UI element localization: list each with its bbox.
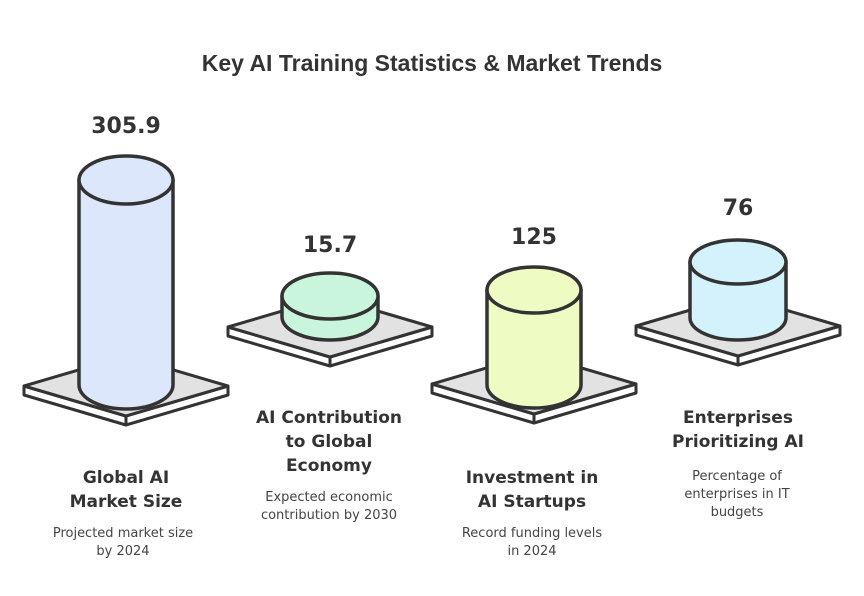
cylinder-icon [77, 178, 175, 411]
page-title: Key AI Training Statistics & Market Tren… [201, 50, 663, 76]
value-ai-contribution: 15.7 [302, 233, 358, 258]
label-line: Enterprises [683, 408, 793, 428]
label-investment-ai-startups: Investment in AI Startups [432, 466, 632, 514]
desc-line: enterprises in IT [684, 487, 790, 502]
label-line: Prioritizing AI [672, 432, 804, 452]
label-line: Economy [286, 456, 372, 476]
label-line: AI Contribution [255, 408, 402, 428]
cylinder-icon [485, 288, 583, 410]
desc-investment-ai-startups: Record funding levels in 2024 [432, 525, 632, 561]
cylinder-top-investment-ai-startups [485, 265, 583, 315]
label-line: Investment in [465, 468, 599, 488]
desc-line: Expected economic [265, 490, 393, 505]
desc-line: Percentage of [692, 469, 782, 484]
cylinder-top-ai-contribution [280, 271, 380, 321]
desc-line: budgets [710, 505, 764, 520]
label-global-ai-market-size: Global AI Market Size [26, 466, 226, 514]
label-line: Market Size [69, 492, 183, 512]
value-enterprises-prioritizing-ai: 76 [722, 196, 754, 221]
desc-line: contribution by 2030 [260, 508, 398, 523]
desc-enterprises-prioritizing-ai: Percentage of enterprises in IT budgets [637, 468, 837, 522]
desc-line: by 2024 [96, 544, 150, 559]
cylinder-top-enterprises-prioritizing-ai [688, 238, 788, 286]
label-enterprises-prioritizing-ai: Enterprises Prioritizing AI [638, 406, 838, 454]
label-line: Global AI [82, 468, 170, 488]
cylinder-top-global-ai-market-size [77, 154, 175, 206]
label-line: to Global [285, 432, 373, 452]
label-line: AI Startups [477, 492, 587, 512]
desc-global-ai-market-size: Projected market size by 2024 [23, 525, 223, 561]
value-investment-ai-startups: 125 [511, 225, 557, 250]
desc-line: in 2024 [507, 544, 557, 559]
desc-line: Projected market size [52, 526, 194, 541]
desc-line: Record funding levels [461, 526, 603, 541]
label-ai-contribution: AI Contribution to Global Economy [229, 406, 429, 478]
value-global-ai-market-size: 305.9 [91, 114, 161, 139]
desc-ai-contribution: Expected economic contribution by 2030 [229, 489, 429, 525]
